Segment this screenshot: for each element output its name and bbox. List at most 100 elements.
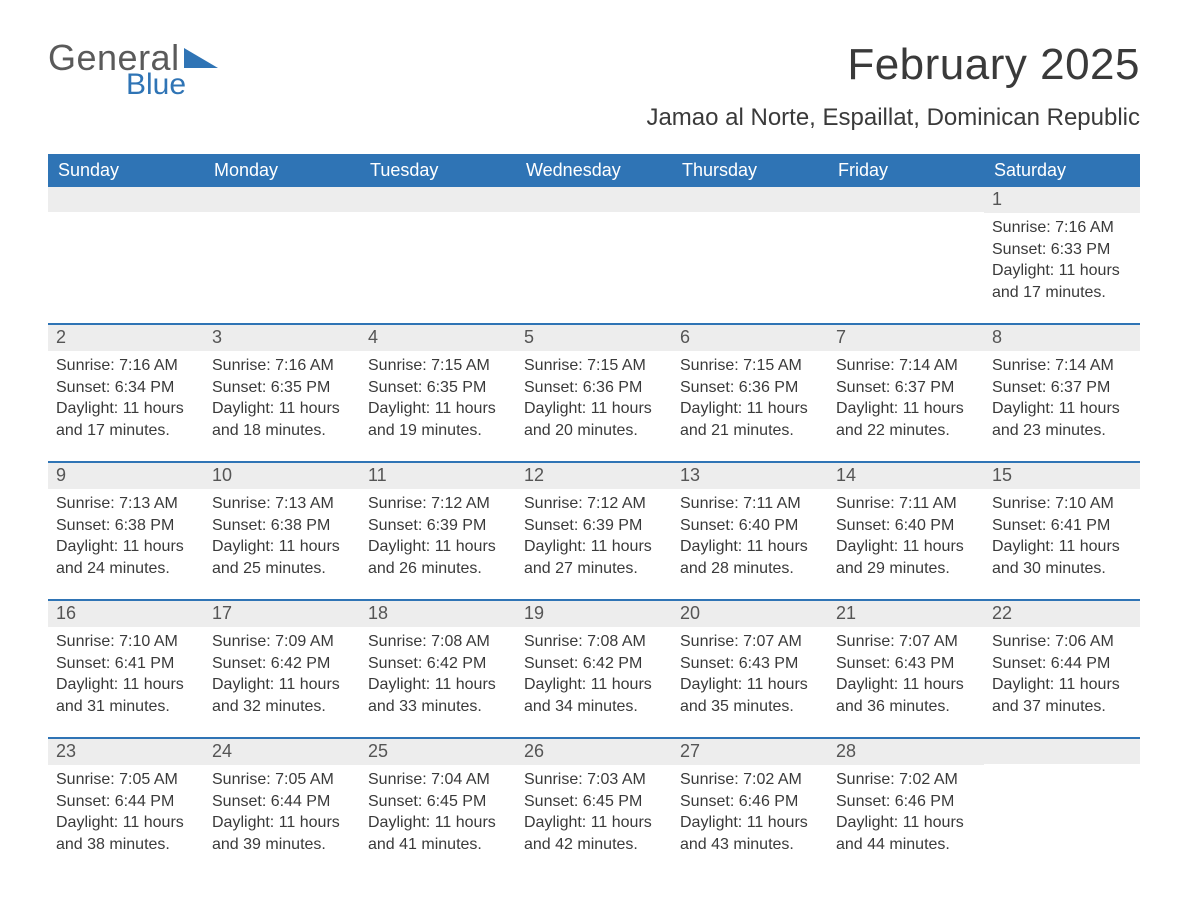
day-data: Sunrise: 7:13 AMSunset: 6:38 PMDaylight:… — [48, 489, 204, 587]
day-header: Monday — [204, 154, 360, 187]
day-number — [204, 187, 360, 212]
calendar-cell — [672, 187, 828, 323]
calendar-cell: 14Sunrise: 7:11 AMSunset: 6:40 PMDayligh… — [828, 463, 984, 599]
calendar-cell: 16Sunrise: 7:10 AMSunset: 6:41 PMDayligh… — [48, 601, 204, 737]
calendar-cell — [204, 187, 360, 323]
day-number: 6 — [672, 325, 828, 351]
day-data-line: Daylight: 11 hours and 22 minutes. — [836, 398, 976, 441]
calendar-cell: 13 Sunrise: 7:11 AMSunset: 6:40 PMDayligh… — [672, 463, 828, 599]
day-data-line: Sunrise: 7:08 AM — [524, 631, 664, 653]
day-number — [360, 187, 516, 212]
day-data: Sunrise: 7:05 AMSunset: 6:44 PMDaylight:… — [48, 765, 204, 863]
day-number: 14 — [828, 463, 984, 489]
calendar-cell: 24Sunrise: 7:05 AMSunset: 6:44 PMDayligh… — [204, 739, 360, 875]
day-data-line: Daylight: 11 hours and 39 minutes. — [212, 812, 352, 855]
day-data-line: Sunrise: 7:12 AM — [524, 493, 664, 515]
calendar-table: Sunday Monday Tuesday Wednesday Thursday… — [48, 154, 1140, 875]
day-data: Sunrise: 7:11 AMSunset: 6:40 PMDaylight:… — [828, 489, 984, 587]
day-data-line: Daylight: 11 hours and 35 minutes. — [680, 674, 820, 717]
day-data-line: Sunset: 6:37 PM — [992, 377, 1132, 399]
calendar-body: 1Sunrise: 7:16 AMSunset: 6:33 PMDaylight… — [48, 187, 1140, 875]
day-data-line: Sunset: 6:38 PM — [212, 515, 352, 537]
day-data-line: Sunset: 6:44 PM — [212, 791, 352, 813]
day-number — [828, 187, 984, 212]
calendar-cell: 1Sunrise: 7:16 AMSunset: 6:33 PMDaylight… — [984, 187, 1140, 323]
day-data-line: Sunrise: 7:10 AM — [56, 631, 196, 653]
day-data: Sunrise: 7:06 AMSunset: 6:44 PMDaylight:… — [984, 627, 1140, 725]
day-data-line: Sunset: 6:40 PM — [680, 515, 820, 537]
day-data-line: Daylight: 11 hours and 28 minutes. — [680, 536, 820, 579]
day-data-line: Sunset: 6:45 PM — [368, 791, 508, 813]
day-data-line: Daylight: 11 hours and 41 minutes. — [368, 812, 508, 855]
day-data: Sunrise: 7:16 AMSunset: 6:34 PMDaylight:… — [48, 351, 204, 449]
day-data-line: Daylight: 11 hours and 33 minutes. — [368, 674, 508, 717]
calendar-cell — [984, 739, 1140, 875]
day-data-line: Sunrise: 7:05 AM — [56, 769, 196, 791]
day-number: 21 — [828, 601, 984, 627]
day-number: 16 — [48, 601, 204, 627]
day-data-line: Sunrise: 7:13 AM — [212, 493, 352, 515]
day-number: 17 — [204, 601, 360, 627]
day-number: 12 — [516, 463, 672, 489]
calendar-cell: 26Sunrise: 7:03 AMSunset: 6:45 PMDayligh… — [516, 739, 672, 875]
header: General Blue February 2025 Jamao al Nort… — [48, 40, 1140, 132]
day-number: 26 — [516, 739, 672, 765]
day-data: Sunrise: 7:09 AMSunset: 6:42 PMDaylight:… — [204, 627, 360, 725]
day-data-line: Daylight: 11 hours and 18 minutes. — [212, 398, 352, 441]
calendar-week-row: 9Sunrise: 7:13 AMSunset: 6:38 PMDaylight… — [48, 463, 1140, 599]
day-data-line: Daylight: 11 hours and 27 minutes. — [524, 536, 664, 579]
logo-triangle-icon — [184, 46, 218, 72]
calendar-cell: 3Sunrise: 7:16 AMSunset: 6:35 PMDaylight… — [204, 325, 360, 461]
day-data-line: Daylight: 11 hours and 42 minutes. — [524, 812, 664, 855]
day-header: Tuesday — [360, 154, 516, 187]
calendar-cell: 7Sunrise: 7:14 AMSunset: 6:37 PMDaylight… — [828, 325, 984, 461]
day-data-line: Sunrise: 7:05 AM — [212, 769, 352, 791]
day-data-line: Sunrise: 7:15 AM — [680, 355, 820, 377]
location: Jamao al Norte, Espaillat, Dominican Rep… — [646, 104, 1140, 132]
day-data: Sunrise: 7:14 AMSunset: 6:37 PMDaylight:… — [984, 351, 1140, 449]
calendar-cell: 6 Sunrise: 7:15 AMSunset: 6:36 PMDaylight… — [672, 325, 828, 461]
logo-text-blue: Blue — [126, 70, 218, 100]
day-data-line: Daylight: 11 hours and 21 minutes. — [680, 398, 820, 441]
calendar-cell: 18Sunrise: 7:08 AMSunset: 6:42 PMDayligh… — [360, 601, 516, 737]
day-number: 15 — [984, 463, 1140, 489]
day-data-line: Sunrise: 7:16 AM — [56, 355, 196, 377]
calendar-week-row: 23Sunrise: 7:05 AMSunset: 6:44 PMDayligh… — [48, 739, 1140, 875]
day-data: Sunrise: 7:08 AMSunset: 6:42 PMDaylight:… — [516, 627, 672, 725]
day-number: 1 — [984, 187, 1140, 213]
day-data-line: Daylight: 11 hours and 37 minutes. — [992, 674, 1132, 717]
day-data-line: Daylight: 11 hours and 32 minutes. — [212, 674, 352, 717]
day-data-line: Sunset: 6:45 PM — [524, 791, 664, 813]
day-data-line: Sunrise: 7:15 AM — [524, 355, 664, 377]
day-data-line: Daylight: 11 hours and 26 minutes. — [368, 536, 508, 579]
day-data-line: Sunrise: 7:08 AM — [368, 631, 508, 653]
day-number: 13 — [672, 463, 828, 489]
day-data: Sunrise: 7:12 AMSunset: 6:39 PMDaylight:… — [516, 489, 672, 587]
day-data: Sunrise: 7:16 AMSunset: 6:33 PMDaylight:… — [984, 213, 1140, 311]
day-number: 10 — [204, 463, 360, 489]
day-data-line: Sunset: 6:41 PM — [992, 515, 1132, 537]
day-data: Sunrise: 7:04 AMSunset: 6:45 PMDaylight:… — [360, 765, 516, 863]
day-data-line: Sunset: 6:36 PM — [680, 377, 820, 399]
calendar-cell: 10 Sunrise: 7:13 AMSunset: 6:38 PMDayligh… — [204, 463, 360, 599]
calendar-cell — [828, 187, 984, 323]
calendar-cell: 22Sunrise: 7:06 AMSunset: 6:44 PMDayligh… — [984, 601, 1140, 737]
day-data-line: Daylight: 11 hours and 25 minutes. — [212, 536, 352, 579]
day-number: 28 — [828, 739, 984, 765]
day-data-line: Sunrise: 7:11 AM — [680, 493, 820, 515]
day-data-line: Sunrise: 7:07 AM — [680, 631, 820, 653]
day-data-line: Daylight: 11 hours and 20 minutes. — [524, 398, 664, 441]
day-data: Sunrise: 7:14 AMSunset: 6:37 PMDaylight:… — [828, 351, 984, 449]
day-data-line: Sunset: 6:41 PM — [56, 653, 196, 675]
calendar-cell: 17Sunrise: 7:09 AMSunset: 6:42 PMDayligh… — [204, 601, 360, 737]
day-data-line: Sunrise: 7:11 AM — [836, 493, 976, 515]
calendar-cell: 28Sunrise: 7:02 AMSunset: 6:46 PMDayligh… — [828, 739, 984, 875]
day-data-line: Sunrise: 7:15 AM — [368, 355, 508, 377]
day-data-line: Sunset: 6:42 PM — [524, 653, 664, 675]
day-data-line: Sunset: 6:43 PM — [680, 653, 820, 675]
calendar-week-row: 1Sunrise: 7:16 AMSunset: 6:33 PMDaylight… — [48, 187, 1140, 323]
day-data-line: Sunset: 6:39 PM — [524, 515, 664, 537]
day-data: Sunrise: 7:03 AMSunset: 6:45 PMDaylight:… — [516, 765, 672, 863]
day-header: Friday — [828, 154, 984, 187]
day-data-line: Sunrise: 7:14 AM — [836, 355, 976, 377]
